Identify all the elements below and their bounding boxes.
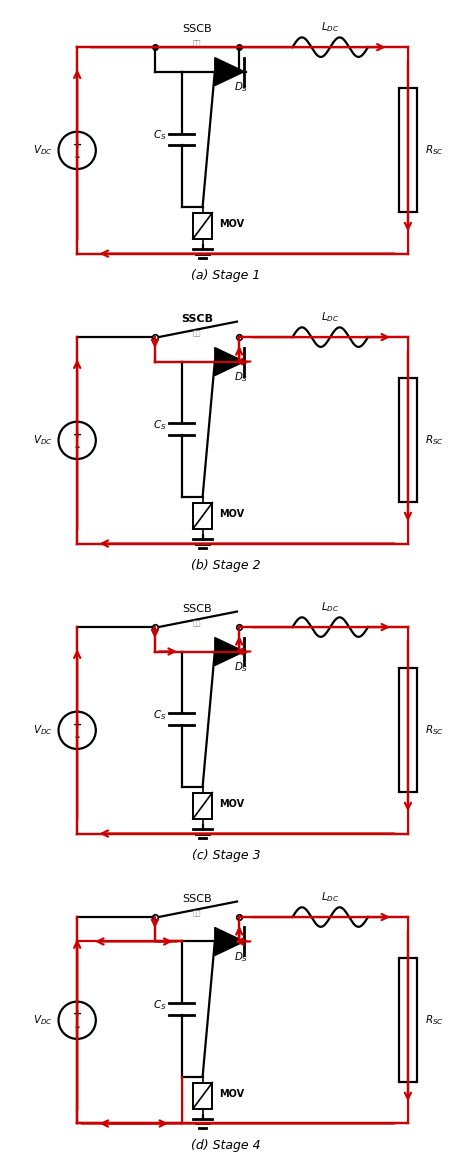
Text: (c) Stage 3: (c) Stage 3 <box>191 850 260 863</box>
Text: $V_{DC}$: $V_{DC}$ <box>33 433 53 447</box>
Text: MOV: MOV <box>219 799 245 809</box>
Text: $V_{DC}$: $V_{DC}$ <box>33 723 53 737</box>
Text: (a) Stage 1: (a) Stage 1 <box>191 269 261 283</box>
FancyBboxPatch shape <box>399 88 417 212</box>
Text: SSCB: SSCB <box>182 604 212 613</box>
Text: $R_{SC}$: $R_{SC}$ <box>425 723 444 737</box>
Text: (d) Stage 4: (d) Stage 4 <box>191 1140 261 1152</box>
Text: SSCB: SSCB <box>182 894 212 903</box>
Polygon shape <box>215 928 244 956</box>
Text: +: + <box>73 140 82 150</box>
Text: $L_{DC}$: $L_{DC}$ <box>321 310 339 324</box>
Text: +: + <box>73 430 82 440</box>
Text: ⓞⓞ: ⓞⓞ <box>193 909 201 916</box>
Text: $L_{DC}$: $L_{DC}$ <box>321 599 339 613</box>
Text: ⓞⓞ: ⓞⓞ <box>193 329 201 336</box>
Text: SSCB: SSCB <box>182 23 212 34</box>
Text: $R_{SC}$: $R_{SC}$ <box>425 433 444 447</box>
Text: ⓞⓞ: ⓞⓞ <box>193 40 201 47</box>
Text: -: - <box>74 441 80 454</box>
Text: -: - <box>74 151 80 164</box>
Text: $C_S$: $C_S$ <box>154 708 167 722</box>
Text: $C_S$: $C_S$ <box>154 998 167 1012</box>
Polygon shape <box>215 638 244 666</box>
Polygon shape <box>215 348 244 376</box>
Polygon shape <box>215 57 244 86</box>
Text: MOV: MOV <box>219 1088 245 1099</box>
Text: $C_S$: $C_S$ <box>154 418 167 432</box>
FancyBboxPatch shape <box>399 378 417 503</box>
Text: $R_{SC}$: $R_{SC}$ <box>425 143 444 157</box>
Text: (b) Stage 2: (b) Stage 2 <box>191 559 261 573</box>
Text: $L_{DC}$: $L_{DC}$ <box>321 890 339 903</box>
Text: +: + <box>73 1009 82 1020</box>
FancyBboxPatch shape <box>399 668 417 793</box>
Text: ⓞⓞ: ⓞⓞ <box>193 619 201 626</box>
Text: -: - <box>74 731 80 744</box>
Text: -: - <box>74 1021 80 1034</box>
Text: $L_{DC}$: $L_{DC}$ <box>321 20 339 34</box>
Text: $D_S$: $D_S$ <box>234 660 249 674</box>
Text: $D_S$: $D_S$ <box>234 370 249 384</box>
Text: $V_{DC}$: $V_{DC}$ <box>33 143 53 157</box>
Text: +: + <box>73 719 82 730</box>
Text: $C_S$: $C_S$ <box>154 128 167 142</box>
FancyBboxPatch shape <box>399 958 417 1083</box>
Text: $D_S$: $D_S$ <box>234 80 249 94</box>
Text: MOV: MOV <box>219 219 245 228</box>
Text: $V_{DC}$: $V_{DC}$ <box>33 1014 53 1027</box>
Text: $R_{SC}$: $R_{SC}$ <box>425 1014 444 1027</box>
Text: MOV: MOV <box>219 509 245 519</box>
Text: SSCB: SSCB <box>181 314 213 324</box>
Text: $D_S$: $D_S$ <box>234 950 249 964</box>
